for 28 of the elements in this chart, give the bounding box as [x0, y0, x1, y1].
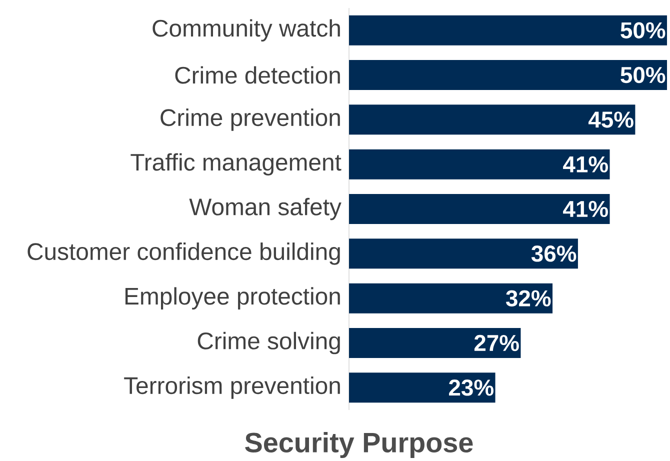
y-tick-label: Terrorism prevention [124, 376, 340, 399]
x-axis-title: Security Purpose [245, 432, 473, 458]
data-label: 45% [588, 111, 634, 128]
data-label: 36% [531, 245, 576, 262]
data-label: 50% [620, 22, 666, 38]
bar [349, 238, 578, 269]
bar [349, 283, 553, 314]
data-label: 32% [506, 290, 551, 306]
y-tick-label: Community watch [152, 19, 340, 42]
y-tick-label: Crime detection [175, 66, 340, 84]
y-tick-label: Customer confidence building [28, 242, 340, 265]
y-tick-label: Employee protection [125, 287, 340, 310]
data-label: 50% [620, 66, 666, 83]
data-label: 41% [563, 156, 608, 172]
bar [349, 194, 610, 224]
y-tick-label: Crime prevention [160, 108, 340, 131]
y-tick-label: Crime solving [198, 332, 340, 354]
y-tick-label: Woman safety [189, 198, 342, 220]
bar [349, 149, 610, 180]
y-tick-label: Traffic management [130, 153, 342, 176]
data-label: 23% [449, 379, 494, 396]
bar [349, 15, 668, 46]
data-label: 27% [474, 334, 519, 351]
bar [349, 372, 496, 403]
bar [349, 60, 668, 90]
data-label: 41% [563, 200, 608, 217]
bar [349, 328, 521, 358]
bar [349, 104, 636, 135]
